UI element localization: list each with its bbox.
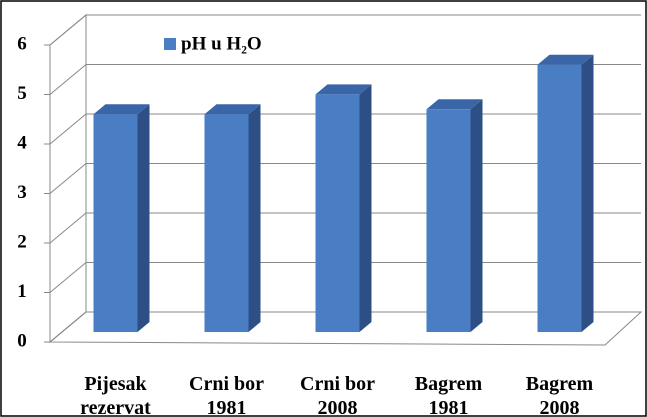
y-tick-label: 6 [17,33,27,54]
x-tick-label-line: 1981 [207,397,247,417]
y-tick-label: 2 [17,231,27,252]
y-tick-label: 0 [17,330,27,351]
x-tick-label: Pijesak rezervat [80,373,151,417]
bar-top [426,99,483,110]
x-tick-label: Crni bor 2008 [300,373,375,417]
x-tick-label: Bagrem 1981 [415,373,483,417]
bar-top [204,104,261,115]
y-tick-label: 4 [17,132,27,153]
bar-side [470,99,483,332]
legend-label: pH u H₂O [181,33,262,54]
x-tick-label: Crni bor 1981 [189,373,264,417]
x-tick-label: Bagrem 2008 [526,373,594,417]
grid-line [49,14,641,46]
x-tick-label-line: 1981 [429,397,469,417]
bar-front [426,109,471,332]
bar-front [204,114,249,332]
bar-side [359,84,372,333]
bar-side [248,104,261,332]
x-tick-label-line: Bagrem [415,373,483,395]
bar-top [315,84,372,95]
x-tick-label-line: Bagrem [526,373,594,395]
bar [426,99,483,332]
bar [204,104,261,332]
y-tick-label: 1 [17,281,27,302]
bar-front [537,64,582,332]
legend-swatch [164,38,176,50]
x-tick-label-line: Pijesak [84,373,147,395]
bar-top [537,54,594,65]
y-tick-label: 3 [17,182,27,203]
x-tick-label-line: 2008 [318,397,358,417]
y-tick-label: 5 [17,83,27,104]
bar-side [137,104,150,332]
bar [315,84,372,333]
x-tick-label-line: Crni bor [300,373,375,395]
bar-side [581,54,594,332]
bar [537,54,594,332]
x-tick-label-line: Crni bor [189,373,264,395]
bar [93,104,150,332]
x-tick-label-line: 2008 [540,397,580,417]
x-tick-label-line: rezervat [80,397,151,417]
bar-front [93,114,138,332]
bar-front [315,94,360,333]
bar-top [93,104,150,115]
grid-line [49,64,641,95]
